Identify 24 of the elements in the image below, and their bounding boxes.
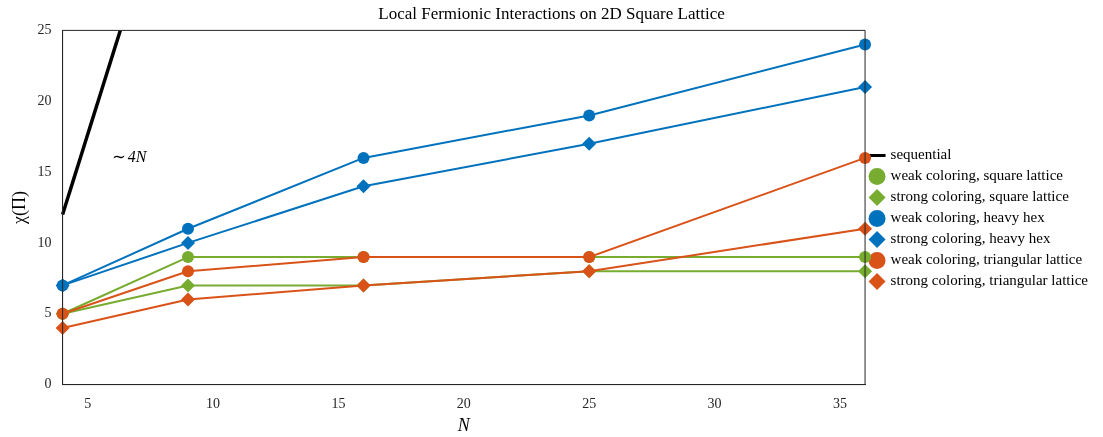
y-tick-label: 0 <box>44 376 52 392</box>
legend-label: strong coloring, heavy hex <box>890 230 1052 247</box>
legend-label: strong coloring, triangular lattice <box>890 272 1089 289</box>
legend-label: strong coloring, square lattice <box>890 188 1070 205</box>
y-axis-title: χ(Π) <box>8 191 30 225</box>
x-axis-title: N <box>456 414 471 435</box>
x-tick-label: 20 <box>456 395 471 411</box>
x-tick-label: 30 <box>707 395 722 411</box>
y-tick-label: 10 <box>37 234 52 250</box>
x-tick-label: 35 <box>832 395 847 411</box>
legend-label: weak coloring, heavy hex <box>890 209 1046 226</box>
x-tick-label: 25 <box>582 395 597 411</box>
y-tick-label: 15 <box>37 163 52 179</box>
x-tick-label: 10 <box>206 395 221 411</box>
x-tick-label: 15 <box>331 395 346 411</box>
chart-title: Local Fermionic Interactions on 2D Square Lattice <box>378 3 725 23</box>
legend-label: weak coloring, square lattice <box>890 167 1064 184</box>
y-tick-label: 5 <box>44 305 52 321</box>
x-tick-label: 5 <box>84 395 92 411</box>
legend-label: weak coloring, triangular lattice <box>890 251 1083 268</box>
annotation: ∼ 4N <box>110 148 148 166</box>
y-tick-label: 20 <box>37 92 52 108</box>
y-tick-label: 25 <box>37 22 52 38</box>
legend-label: sequential <box>890 146 952 163</box>
